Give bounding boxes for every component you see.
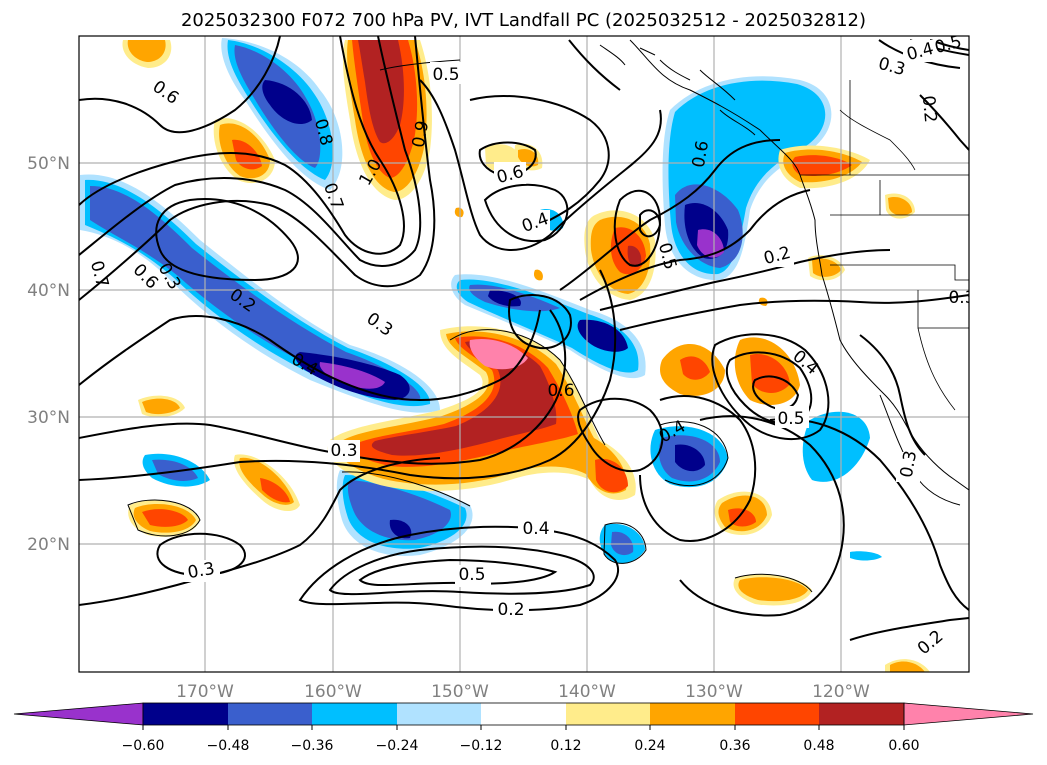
colorbar-bin (650, 703, 735, 725)
contour-label: 0.3 (330, 441, 357, 461)
latitude-labels: 50°N 40°N 30°N 20°N (27, 154, 70, 555)
colorbar-ticks (142, 725, 905, 730)
colorbar-bin (228, 703, 312, 725)
lat-label-50n: 50°N (27, 154, 70, 174)
contour-label: 0.2 (918, 95, 940, 124)
colorbar-tick-label: 0.60 (888, 738, 919, 754)
colorbar-tick-label: 0.36 (719, 738, 750, 754)
contour-label: 0.5 (432, 65, 459, 85)
colorbar-bin (143, 703, 228, 725)
lon-label-120w: 120°W (812, 682, 870, 702)
contour-label: 0.3 (186, 559, 216, 583)
colorbar-tick-label: −0.36 (291, 738, 334, 754)
lon-label-140w: 140°W (558, 682, 616, 702)
lat-label-30n: 30°N (27, 408, 70, 428)
colorbar-extend-max (903, 702, 1034, 726)
contour-label: 0.3 (897, 449, 921, 479)
colorbar-bin (312, 703, 397, 725)
colorbar-tick-label: −0.12 (460, 738, 503, 754)
pv-anomaly-fill (80, 38, 930, 672)
contour-label: 0.6 (689, 139, 713, 169)
lat-label-20n: 20°N (27, 535, 70, 555)
colorbar-bin (735, 703, 819, 725)
map-title: 2025032300 F072 700 hPa PV, IVT Landfall… (180, 10, 867, 31)
contour-label: 0.3 (948, 288, 975, 308)
contour-label: 0.5 (933, 32, 964, 58)
colorbar-tick-label: −0.48 (207, 738, 250, 754)
contour-label: 0.5 (458, 565, 485, 585)
lat-label-40n: 40°N (27, 281, 70, 301)
colorbar-tick-label: −0.24 (376, 738, 419, 754)
pv-thin-contours (127, 329, 813, 593)
colorbar-tick-label: 0.24 (634, 738, 665, 754)
longitude-labels: 170°W 160°W 150°W 140°W 130°W 120°W (176, 682, 870, 702)
lon-label-130w: 130°W (685, 682, 743, 702)
colorbar-frame (142, 702, 905, 726)
lon-label-160w: 160°W (304, 682, 362, 702)
colorbar-bin (481, 703, 566, 725)
lon-label-150w: 150°W (431, 682, 489, 702)
colorbar: −0.60 −0.48 −0.36 −0.24 −0.12 0.12 0.24 … (13, 702, 1034, 754)
contour-label: 0.7 (86, 259, 112, 290)
contour-label: 0.2 (497, 600, 524, 620)
colorbar-bin (397, 703, 481, 725)
contour-label: 0.5 (777, 409, 804, 429)
contour-label: 0.7 (319, 180, 347, 212)
colorbar-bin (819, 703, 904, 725)
colorbar-tick-label: 0.12 (550, 738, 581, 754)
contour-label: 0.4 (522, 519, 549, 539)
political-borders (800, 80, 969, 411)
colorbar-tick-label: 0.48 (803, 738, 834, 754)
contour-label: 0.3 (363, 309, 397, 341)
colorbar-tick-label: −0.60 (122, 738, 165, 754)
contour-label: 0.9 (409, 119, 433, 149)
colorbar-bin (566, 703, 650, 725)
colorbar-extend-min (13, 702, 144, 726)
lon-label-170w: 170°W (176, 682, 234, 702)
map-frame (78, 35, 970, 673)
contour-label: 0.6 (547, 381, 574, 401)
